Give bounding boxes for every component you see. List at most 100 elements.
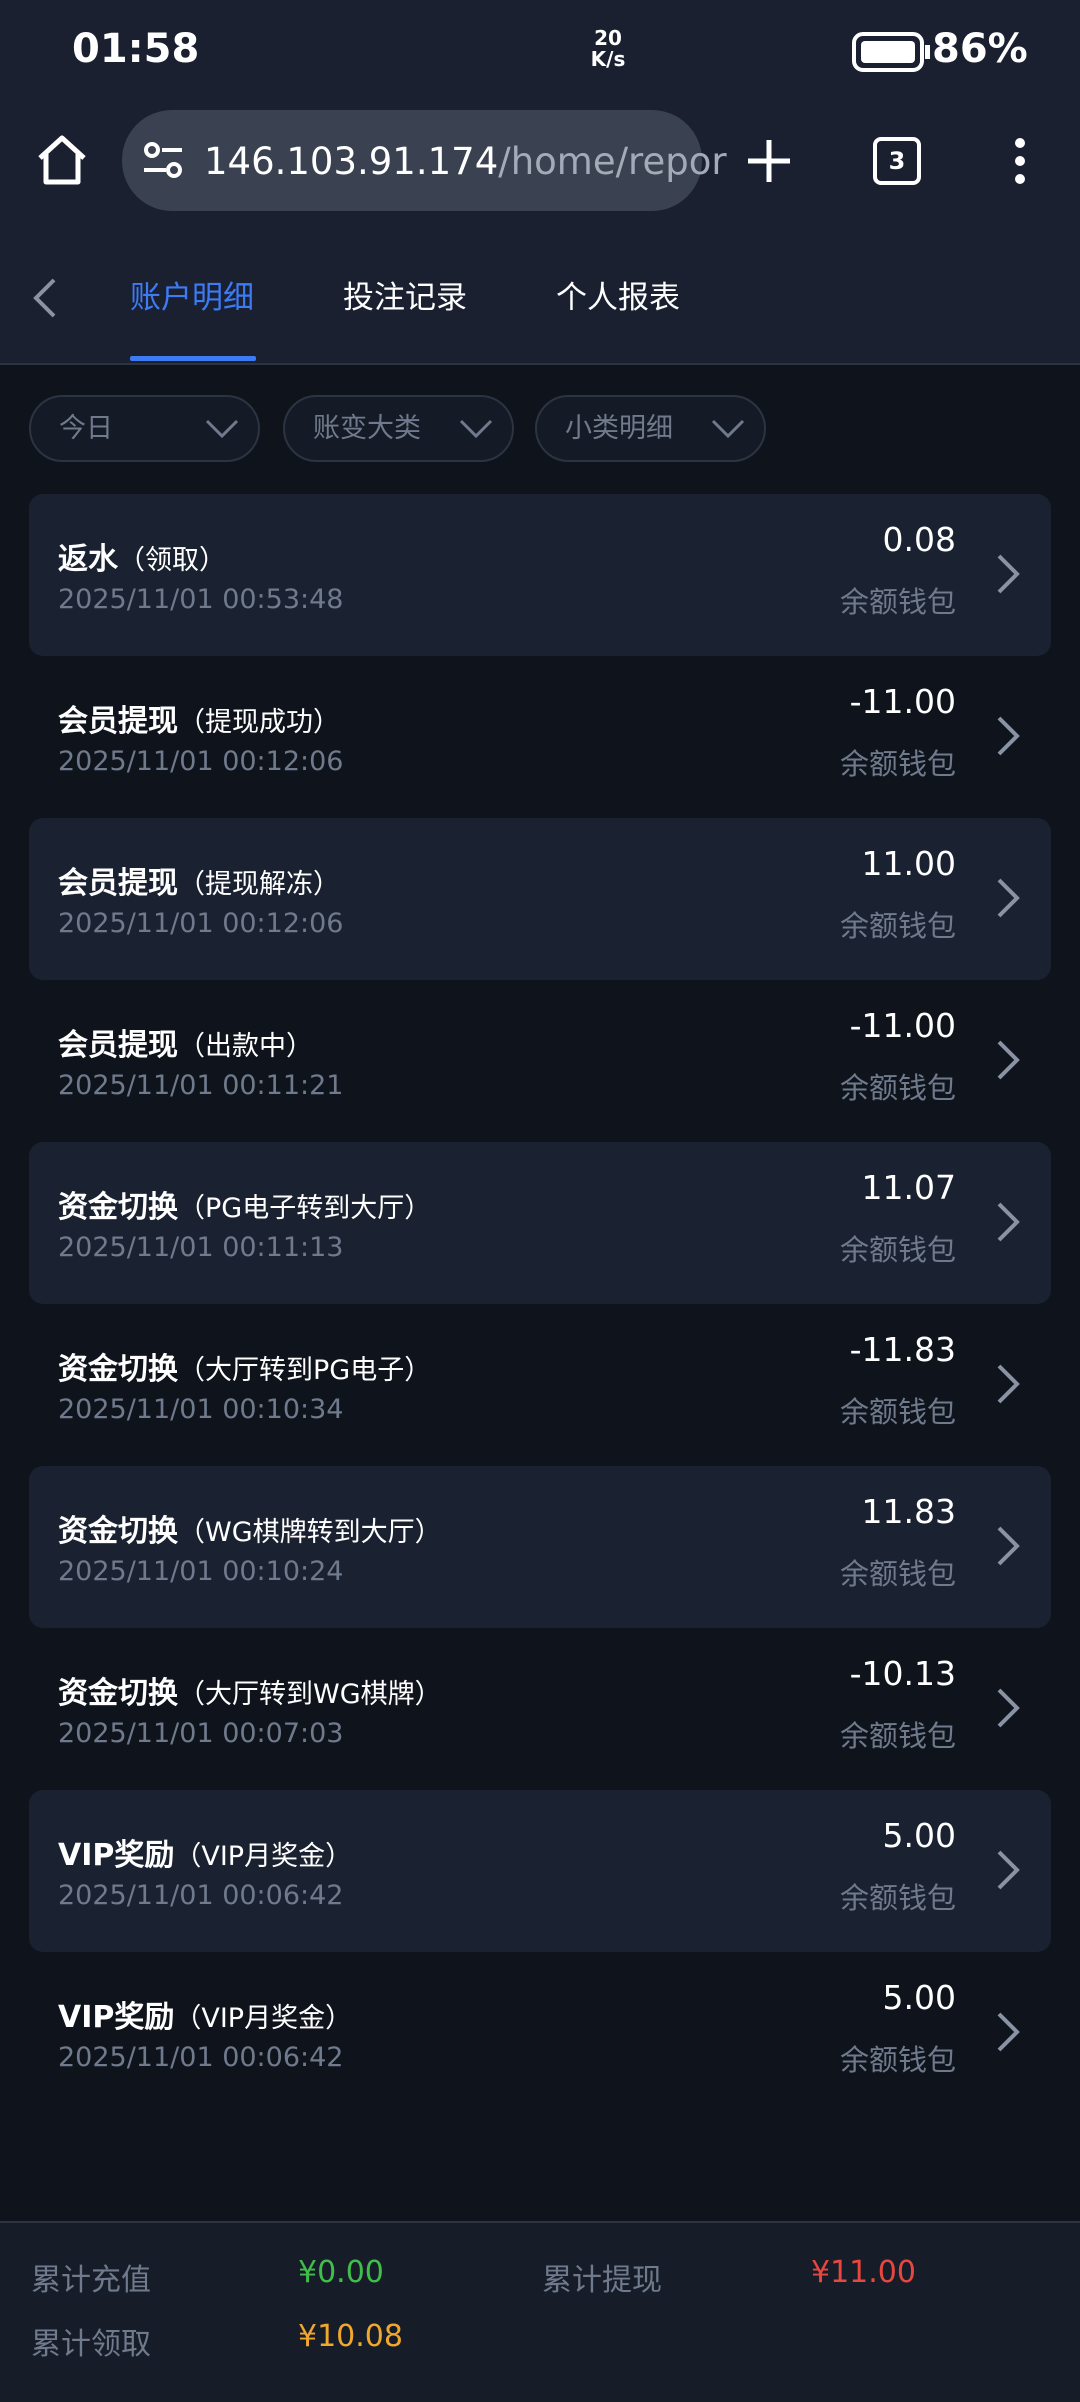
record-type: 资金切换: [58, 1514, 178, 1549]
record-wallet: 余额钱包: [839, 909, 956, 943]
new-tab-button[interactable]: [746, 138, 792, 184]
record-row[interactable]: VIP奖励（VIP月奖金） 2025/11/01 00:06:42 5.00 余额钱包: [29, 1790, 1051, 1952]
battery-icon: [852, 32, 930, 72]
record-title: VIP奖励（VIP月奖金）: [58, 1830, 352, 1874]
record-note: （出款中）: [178, 1031, 313, 1062]
record-row[interactable]: 会员提现（提现解冻） 2025/11/01 00:12:06 11.00 余额钱包: [29, 818, 1051, 980]
record-row[interactable]: 会员提现（提现成功） 2025/11/01 00:12:06 -11.00 余额钱包: [29, 656, 1051, 818]
url-path: /home/repor: [498, 140, 727, 183]
summary-value: ¥0.00: [298, 2255, 384, 2290]
record-note: （大厅转到WG棋牌）: [178, 1679, 442, 1710]
site-settings-icon[interactable]: [142, 140, 186, 180]
record-title: 资金切换（大厅转到PG电子）: [58, 1344, 431, 1388]
record-type: VIP奖励: [58, 2000, 175, 2035]
record-row[interactable]: 资金切换（大厅转到PG电子） 2025/11/01 00:10:34 -11.83 余…: [29, 1304, 1051, 1466]
record-amount: -10.13: [849, 1654, 956, 1693]
record-note: （提现成功）: [178, 707, 340, 738]
tab[interactable]: 账户明细: [130, 280, 254, 316]
record-type: 会员提现: [58, 1028, 178, 1063]
record-title: 会员提现（出款中）: [58, 1020, 313, 1064]
record-time: 2025/11/01 00:11:21: [58, 1070, 344, 1101]
summary: 累计充值 ¥0.00 累计提现 ¥11.00 累计领取 ¥10.08: [0, 2221, 1080, 2402]
record-row[interactable]: 资金切换（大厅转到WG棋牌） 2025/11/01 00:07:03 -10.13 余…: [29, 1628, 1051, 1790]
chevron: [711, 419, 745, 439]
chevron-wrap: [995, 1524, 1021, 1572]
record-type: 返水: [58, 542, 118, 577]
chevron: [997, 1526, 1020, 1566]
record-time: 2025/11/01 00:11:13: [58, 1232, 344, 1263]
record-time: 2025/11/01 00:12:06: [58, 908, 344, 939]
record-amount: -11.00: [849, 1006, 956, 1045]
battery: 86%: [932, 26, 1028, 72]
summary-label: 累计提现: [542, 2263, 662, 2298]
record-time: 2025/11/01 00:06:42: [58, 2042, 344, 2073]
record-amount: -11.00: [849, 682, 956, 721]
menu-button[interactable]: [1010, 136, 1030, 186]
record-note: （PG电子转到大厅）: [178, 1193, 432, 1224]
url-host: 146.103.91.174: [204, 140, 499, 183]
record-wallet: 余额钱包: [839, 585, 956, 619]
chevron: [997, 1202, 1020, 1242]
record-type: VIP奖励: [58, 1838, 175, 1873]
record-row[interactable]: 会员提现（出款中） 2025/11/01 00:11:21 -11.00 余额钱包: [29, 980, 1051, 1142]
filter-label: 账变大类: [313, 413, 421, 444]
record-time: 2025/11/01 00:12:06: [58, 746, 344, 777]
record-row[interactable]: 返水（领取） 2025/11/01 00:53:48 0.08 余额钱包: [29, 494, 1051, 656]
chevron-wrap: [995, 1038, 1021, 1086]
tab-count[interactable]: 3: [873, 137, 921, 185]
home-button[interactable]: [34, 132, 90, 188]
chevron: [997, 554, 1020, 594]
record-time: 2025/11/01 00:07:03: [58, 1718, 344, 1749]
record-row[interactable]: VIP奖励（VIP月奖金） 2025/11/01 00:06:42 5.00 余额钱包: [29, 1952, 1051, 2114]
record-note: （大厅转到PG电子）: [178, 1355, 432, 1386]
tab[interactable]: 个人报表: [556, 280, 680, 316]
record-wallet: 余额钱包: [839, 1557, 956, 1591]
filter-label: 小类明细: [565, 413, 673, 444]
record-row[interactable]: 资金切换（WG棋牌转到大厅） 2025/11/01 00:10:24 11.83 余额…: [29, 1466, 1051, 1628]
chevron-wrap: [995, 1362, 1021, 1410]
filter-dropdown[interactable]: 账变大类: [283, 395, 514, 462]
record-note: （VIP月奖金）: [174, 2003, 353, 2034]
record-time: 2025/11/01 00:53:48: [58, 584, 344, 615]
chevron-wrap: [995, 1686, 1021, 1734]
record-title: 资金切换（WG棋牌转到大厅）: [58, 1506, 442, 1550]
record-wallet: 余额钱包: [839, 1719, 956, 1753]
record-amount: 0.08: [882, 520, 956, 559]
net-speed: 20 K/s: [590, 26, 626, 71]
record-time: 2025/11/01 00:10:34: [58, 1394, 344, 1425]
tab[interactable]: 投注记录: [343, 280, 467, 316]
chevron-wrap: [995, 2010, 1021, 2058]
chevron: [997, 878, 1020, 918]
record-title: 会员提现（提现成功）: [58, 696, 340, 740]
record-title: 返水（领取）: [58, 534, 226, 578]
record-row[interactable]: 资金切换（PG电子转到大厅） 2025/11/01 00:11:13 11.07 余额…: [29, 1142, 1051, 1304]
record-amount: -11.83: [849, 1330, 956, 1369]
record-amount: 5.00: [882, 1978, 956, 2017]
record-note: （VIP月奖金）: [174, 1841, 353, 1872]
filter-dropdown[interactable]: 今日: [29, 395, 260, 462]
chevron: [205, 419, 239, 439]
record-amount: 11.00: [861, 844, 956, 883]
chevron: [997, 1688, 1020, 1728]
chevron: [459, 419, 493, 439]
summary-value: ¥11.00: [811, 2255, 916, 2290]
chevron: [997, 2012, 1020, 2052]
record-time: 2025/11/01 00:10:24: [58, 1556, 344, 1587]
record-amount: 5.00: [882, 1816, 956, 1855]
chevron-wrap: [995, 876, 1021, 924]
filter-dropdown[interactable]: 小类明细: [535, 395, 766, 462]
record-title: VIP奖励（VIP月奖金）: [58, 1992, 352, 2036]
record-wallet: 余额钱包: [839, 2043, 956, 2077]
record-note: （领取）: [118, 545, 226, 576]
record-amount: 11.07: [861, 1168, 956, 1207]
clock: 01:58: [72, 26, 200, 72]
record-wallet: 余额钱包: [839, 747, 956, 781]
back-button[interactable]: [30, 276, 60, 320]
url-bar[interactable]: 146.103.91.174/home/repor: [122, 110, 727, 211]
header: 01:58 20 K/s 86% 146.103.91.174/home/rep…: [0, 0, 1080, 364]
chevron-wrap: [995, 1200, 1021, 1248]
record-type: 资金切换: [58, 1352, 178, 1387]
chevron: [997, 716, 1020, 756]
